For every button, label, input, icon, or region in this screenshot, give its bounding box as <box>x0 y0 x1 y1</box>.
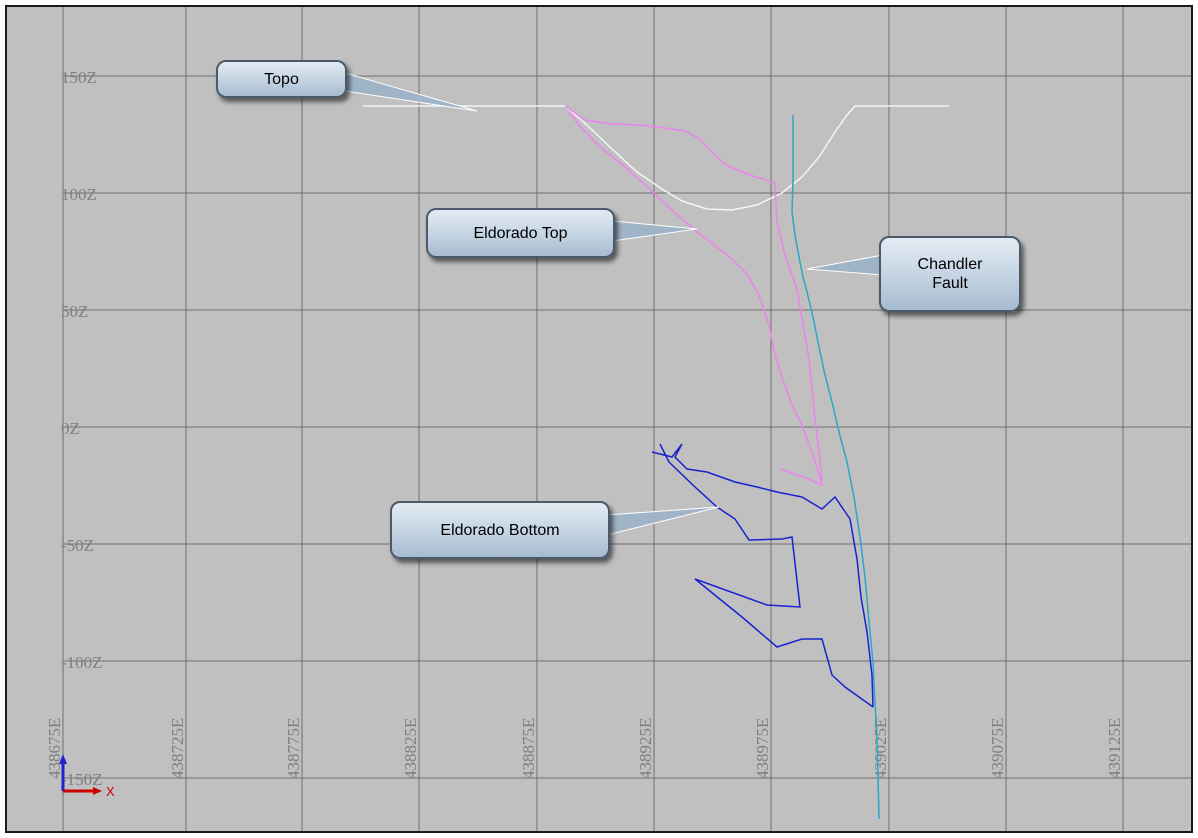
e-label-438825: 438825E <box>401 718 420 779</box>
e-label-438725: 438725E <box>168 718 187 779</box>
section-view[interactable]: 150Z 100Z 50Z 0Z -50Z -100Z -150Z 438675… <box>7 7 1191 831</box>
triad-x-label: X <box>106 784 115 799</box>
z-label-minus150: -150Z <box>61 770 103 789</box>
z-label-100: 100Z <box>61 185 97 204</box>
z-label-minus100: -100Z <box>61 653 103 672</box>
3d-viewport[interactable]: 150Z 100Z 50Z 0Z -50Z -100Z -150Z 438675… <box>5 5 1193 833</box>
chandler-fault-trace[interactable] <box>791 115 880 820</box>
eldorado-bottom-trace-a[interactable] <box>651 443 874 708</box>
eldorado-bottom-trace-b[interactable] <box>659 443 874 708</box>
axis-triad: X <box>59 754 115 799</box>
e-label-438875: 438875E <box>519 718 538 779</box>
e-label-438975: 438975E <box>753 718 772 779</box>
easting-labels: 438675E 438725E 438775E 438825E 438875E … <box>45 718 1124 779</box>
e-label-438925: 438925E <box>636 718 655 779</box>
triad-x-arrowhead <box>93 787 102 795</box>
eldorado-bottom-callout[interactable]: Eldorado Bottom <box>390 501 610 559</box>
e-label-439125: 439125E <box>1105 718 1124 779</box>
eldorado-top-callout[interactable]: Eldorado Top <box>426 208 615 258</box>
z-label-150: 150Z <box>61 68 97 87</box>
eldorado-top-trace-upper[interactable] <box>564 105 823 482</box>
z-label-50: 50Z <box>61 302 88 321</box>
e-label-438775: 438775E <box>284 718 303 779</box>
chandler-fault-callout[interactable]: Chandler Fault <box>879 236 1021 312</box>
grid <box>62 7 1191 831</box>
e-label-438675: 438675E <box>45 718 64 779</box>
triad-z-arrowhead <box>59 754 67 764</box>
chandler-fault-callout-leader <box>806 254 884 276</box>
topo-callout[interactable]: Topo <box>216 60 347 98</box>
z-label-minus50: -50Z <box>61 536 94 555</box>
z-axis-labels: 150Z 100Z 50Z 0Z -50Z -100Z -150Z <box>61 68 103 789</box>
eldorado-bottom-callout-leader <box>606 506 720 536</box>
e-label-439075: 439075E <box>988 718 1007 779</box>
e-label-439025: 439025E <box>871 718 890 779</box>
eldorado-top-trace-lower[interactable] <box>568 111 824 487</box>
topo-trace[interactable] <box>363 105 949 211</box>
z-label-0: 0Z <box>61 419 80 438</box>
